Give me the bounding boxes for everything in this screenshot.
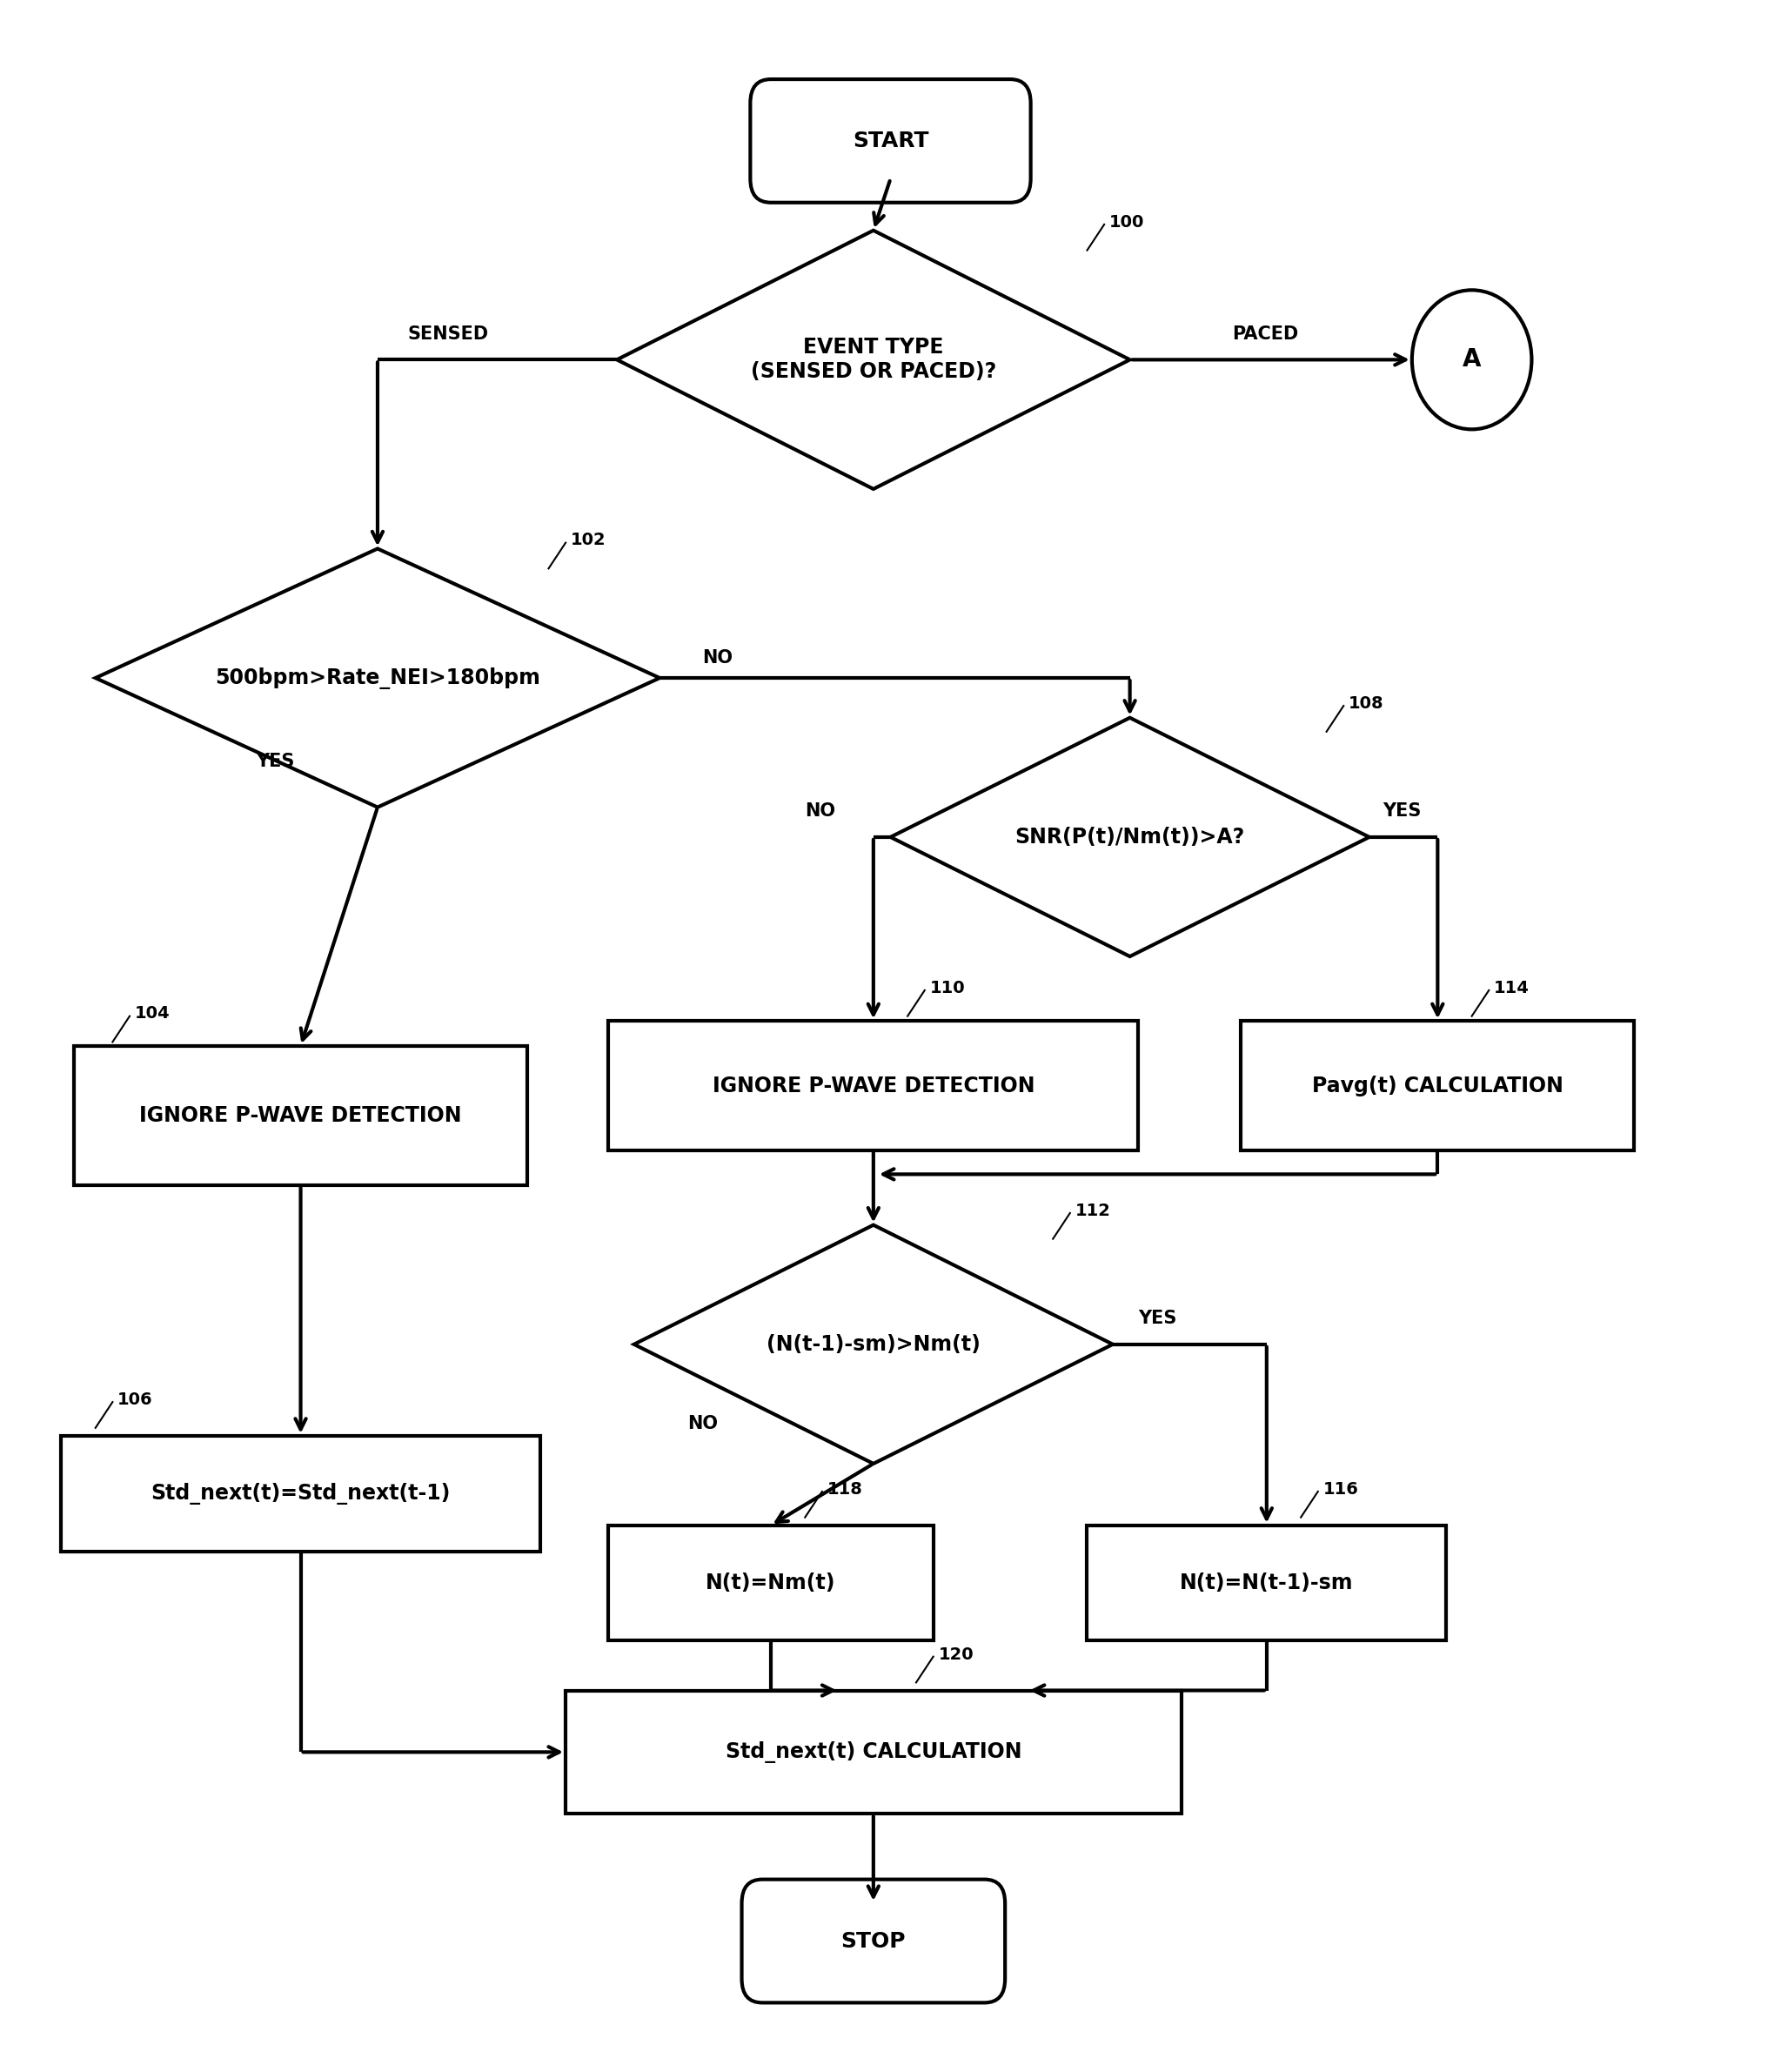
FancyBboxPatch shape bbox=[741, 1879, 1004, 2004]
Text: START: START bbox=[853, 131, 928, 151]
Bar bbox=[1086, 1525, 1446, 1641]
Text: 116: 116 bbox=[1323, 1481, 1359, 1498]
Bar bbox=[609, 1525, 933, 1641]
Text: 120: 120 bbox=[939, 1645, 974, 1662]
Text: 110: 110 bbox=[930, 980, 965, 997]
Text: 114: 114 bbox=[1494, 980, 1530, 997]
Bar bbox=[566, 1691, 1181, 1813]
Text: YES: YES bbox=[1138, 1310, 1177, 1328]
Text: SNR(P(t)/Nm(t))>A?: SNR(P(t)/Nm(t))>A? bbox=[1015, 827, 1245, 847]
Text: STOP: STOP bbox=[841, 1931, 907, 1952]
Text: A: A bbox=[1462, 348, 1482, 371]
Polygon shape bbox=[634, 1225, 1113, 1463]
Bar bbox=[609, 1021, 1138, 1150]
Text: 112: 112 bbox=[1076, 1202, 1111, 1218]
Text: 500bpm>Rate_NEI>180bpm: 500bpm>Rate_NEI>180bpm bbox=[216, 667, 540, 688]
Text: YES: YES bbox=[1382, 802, 1421, 821]
Text: IGNORE P-WAVE DETECTION: IGNORE P-WAVE DETECTION bbox=[712, 1075, 1035, 1096]
Text: PACED: PACED bbox=[1232, 325, 1298, 342]
Text: NO: NO bbox=[687, 1415, 718, 1432]
Text: 118: 118 bbox=[826, 1481, 862, 1498]
Text: Pavg(t) CALCULATION: Pavg(t) CALCULATION bbox=[1313, 1075, 1564, 1096]
Text: 106: 106 bbox=[118, 1392, 153, 1409]
Text: 104: 104 bbox=[135, 1005, 171, 1021]
Text: NO: NO bbox=[805, 802, 835, 821]
Text: IGNORE P-WAVE DETECTION: IGNORE P-WAVE DETECTION bbox=[139, 1104, 461, 1125]
Bar bbox=[1241, 1021, 1635, 1150]
Text: SENSED: SENSED bbox=[408, 325, 488, 342]
Text: (N(t-1)-sm)>Nm(t): (N(t-1)-sm)>Nm(t) bbox=[766, 1334, 980, 1355]
Text: NO: NO bbox=[702, 649, 732, 667]
Text: 102: 102 bbox=[570, 533, 606, 549]
Text: YES: YES bbox=[256, 752, 294, 771]
Polygon shape bbox=[616, 230, 1129, 489]
FancyBboxPatch shape bbox=[750, 79, 1031, 203]
Bar bbox=[75, 1046, 527, 1185]
Text: 108: 108 bbox=[1348, 696, 1384, 713]
Text: N(t)=Nm(t): N(t)=Nm(t) bbox=[705, 1573, 835, 1593]
Text: Std_next(t) CALCULATION: Std_next(t) CALCULATION bbox=[725, 1740, 1022, 1763]
Bar bbox=[61, 1436, 540, 1552]
Polygon shape bbox=[96, 549, 659, 808]
Text: 100: 100 bbox=[1110, 213, 1145, 230]
Text: Std_next(t)=Std_next(t-1): Std_next(t)=Std_next(t-1) bbox=[151, 1484, 451, 1504]
Circle shape bbox=[1412, 290, 1532, 429]
Polygon shape bbox=[890, 717, 1370, 957]
Text: N(t)=N(t-1)-sm: N(t)=N(t-1)-sm bbox=[1179, 1573, 1354, 1593]
Text: EVENT TYPE
(SENSED OR PACED)?: EVENT TYPE (SENSED OR PACED)? bbox=[750, 338, 996, 381]
